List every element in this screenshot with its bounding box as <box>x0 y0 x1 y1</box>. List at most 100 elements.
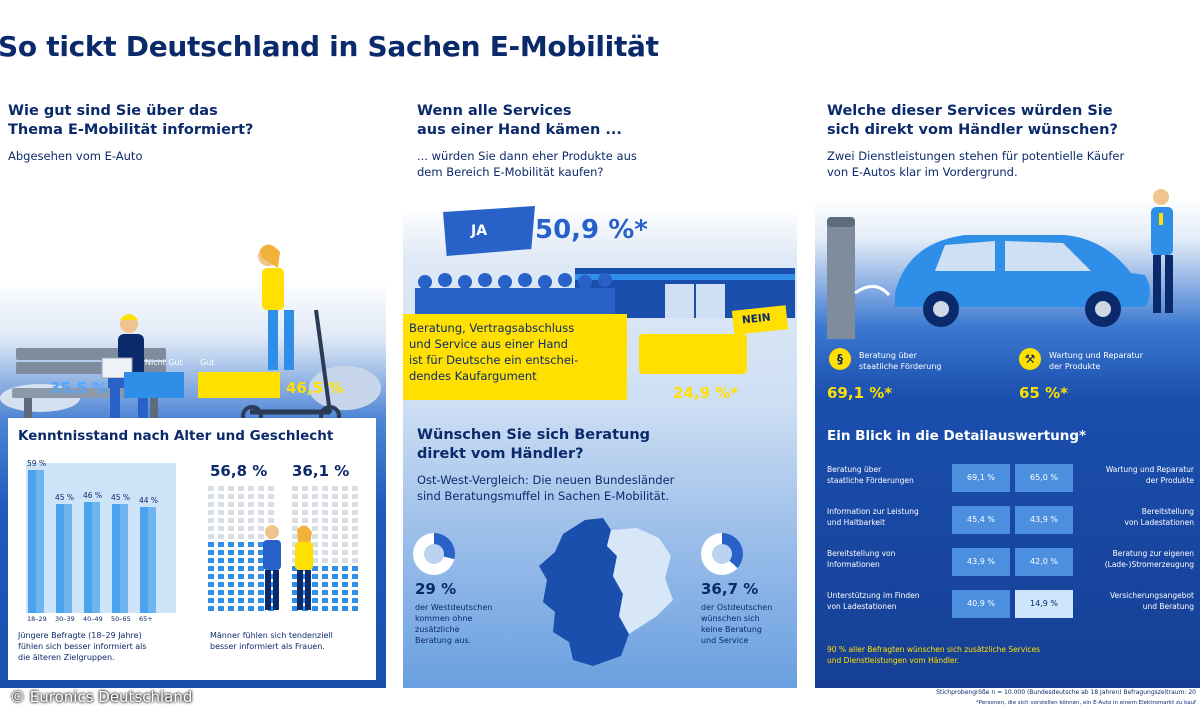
gender-dot <box>342 550 348 555</box>
gender-dot <box>342 558 348 563</box>
gender-dot <box>258 598 264 603</box>
gender-dot <box>302 518 308 523</box>
gender-dot <box>208 598 214 603</box>
gender-dot <box>228 494 234 499</box>
gender-dot <box>312 606 318 611</box>
age-bar-label: 40–49 <box>83 615 103 623</box>
gender-dot <box>238 542 244 547</box>
gender-dot <box>352 510 358 515</box>
knowledge-box: Kenntnisstand nach Alter und Geschlecht … <box>8 418 376 680</box>
gender-dot <box>352 486 358 491</box>
gender-dot <box>342 526 348 531</box>
gender-dot <box>302 486 308 491</box>
age-bar-label: 50–65 <box>111 615 131 623</box>
gender-dot <box>332 518 338 523</box>
gender-dot <box>332 526 338 531</box>
panel1-heading-line2: Thema E-Mobilität informiert? <box>8 122 254 138</box>
row3-right-label-l2: (Lade-)Stromerzeugung <box>1104 560 1194 569</box>
paragraph-icon: § <box>829 348 851 370</box>
age-bar-value: 45 % <box>55 493 75 503</box>
row3-right-value: 42,0 % <box>1015 548 1073 576</box>
gender-dot <box>218 598 224 603</box>
gender-dot <box>322 566 328 571</box>
row3-left-label-l1: Bereitstellung von <box>827 549 896 558</box>
row1-left-label-l1: Beratung über <box>827 465 882 474</box>
gender-dot <box>238 566 244 571</box>
copyright-notice: © Euronics Deutschland <box>10 688 193 706</box>
gender-dot <box>238 534 244 539</box>
gender-dot <box>228 526 234 531</box>
gender-dot <box>292 494 298 499</box>
gender-dot <box>208 582 214 587</box>
key-finding-line1: Beratung, Vertragsabschluss <box>409 321 575 335</box>
gender-dot <box>218 510 224 515</box>
gender-dot <box>268 486 274 491</box>
gender-dot <box>302 510 308 515</box>
good-percent: 46,5 % <box>286 379 344 397</box>
gender-dot <box>322 558 328 563</box>
gender-dot <box>258 542 264 547</box>
panel2-sub2-line1: Ost-West-Vergleich: Die neuen Bundesländ… <box>417 473 675 487</box>
gender-dot <box>292 598 298 603</box>
knowledge-box-title: Kenntnisstand nach Alter und Geschlecht <box>18 428 334 444</box>
row3-left-value: 43,9 % <box>952 548 1010 576</box>
gender-dot <box>312 550 318 555</box>
service2-percent: 65 %* <box>1019 384 1068 402</box>
gender-dot <box>258 510 264 515</box>
gender-dot <box>322 542 328 547</box>
gender-dot <box>332 502 338 507</box>
gender-dot <box>342 502 348 507</box>
gender-dot <box>248 510 254 515</box>
gender-dot <box>238 574 244 579</box>
row3-right-label-l1: Beratung zur eigenen <box>1112 549 1194 558</box>
gender-dot <box>228 574 234 579</box>
gender-dot <box>258 606 264 611</box>
gender-dot <box>352 598 358 603</box>
row1-right-label-l2: der Produkte <box>1145 476 1194 485</box>
gender-dot <box>332 486 338 491</box>
gender-dot <box>312 574 318 579</box>
germany-map-icon <box>539 518 673 666</box>
gender-dot <box>248 558 254 563</box>
gender-dot <box>342 486 348 491</box>
gender-dot <box>248 582 254 587</box>
gender-dot <box>292 486 298 491</box>
page-title: So tickt Deutschland in Sachen E-Mobilit… <box>0 30 659 63</box>
west-caption-line3: zusätzliche <box>415 625 460 634</box>
gender-dot <box>218 542 224 547</box>
gender-dot <box>322 606 328 611</box>
gender-caption-line2: besser informiert als Frauen. <box>210 642 325 651</box>
gender-dot <box>322 486 328 491</box>
gender-dot <box>322 582 328 587</box>
gender-dot <box>238 606 244 611</box>
row4-right-value: 14,9 % <box>1015 590 1073 618</box>
panel3-heading-line2: sich direkt vom Händler wünschen? <box>827 122 1118 138</box>
row1-left-value: 69,1 % <box>952 464 1010 492</box>
age-caption-line1: Jüngere Befragte (18–29 Jahre) <box>18 631 142 640</box>
gender-dot <box>238 502 244 507</box>
gender-dot <box>332 606 338 611</box>
gender-dot <box>218 502 224 507</box>
row1-left-label-l2: staatliche Förderungen <box>827 476 914 485</box>
gender-dot <box>258 518 264 523</box>
gender-dot <box>208 542 214 547</box>
panel3-subtitle-line1: Zwei Dienstleistungen stehen für potenti… <box>827 149 1125 163</box>
key-finding-line4: dendes Kaufargument <box>409 369 537 383</box>
service1-label-line2: staatliche Förderung <box>859 362 942 371</box>
gender-dot <box>258 566 264 571</box>
gender-dot <box>228 566 234 571</box>
gender-dot <box>238 526 244 531</box>
panel2-sub2-line2: sind Beratungsmuffel in Sachen E-Mobilit… <box>417 489 669 503</box>
gender-dot <box>352 518 358 523</box>
gender-dot <box>218 574 224 579</box>
gender-dot <box>352 582 358 587</box>
panel2-heading2-line1: Wünschen Sie sich Beratung <box>417 427 651 443</box>
summary-line1: 90 % aller Befragten wünschen sich zusät… <box>827 645 1040 654</box>
gender-dot <box>292 542 298 547</box>
nein-percent: 24,9 %* <box>673 384 739 402</box>
gender-dot <box>322 590 328 595</box>
gender-dot <box>228 534 234 539</box>
gender-dot <box>208 574 214 579</box>
west-donut-chart <box>413 533 455 575</box>
age-bar <box>112 504 128 613</box>
